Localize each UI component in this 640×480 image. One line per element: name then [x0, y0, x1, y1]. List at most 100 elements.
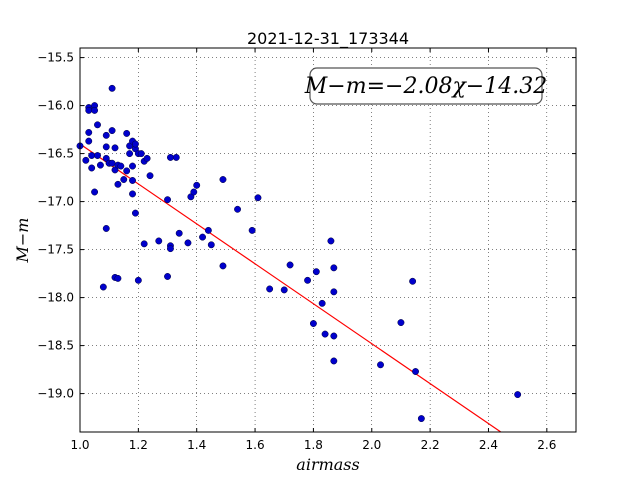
data-point — [85, 106, 93, 114]
data-point — [126, 150, 134, 158]
x-tick-label: 2.4 — [479, 438, 498, 452]
data-point — [91, 188, 99, 196]
data-point — [309, 320, 317, 327]
data-point — [330, 288, 338, 296]
x-tick-label: 2.6 — [537, 438, 556, 452]
x-tick-label: 1.8 — [304, 438, 323, 452]
x-tick-label: 1.6 — [246, 438, 265, 452]
data-point — [330, 264, 338, 272]
data-point — [304, 276, 312, 284]
data-point — [108, 159, 116, 167]
data-point — [85, 129, 93, 136]
data-point — [155, 237, 163, 245]
data-point — [88, 164, 96, 172]
data-point — [514, 391, 522, 399]
x-tick-label: 1.0 — [70, 438, 89, 452]
fit-line — [79, 143, 502, 433]
data-point — [91, 106, 99, 114]
data-point — [131, 209, 139, 217]
data-point — [102, 225, 110, 232]
x-axis-label: airmass — [296, 455, 359, 474]
data-point — [102, 131, 110, 139]
data-point — [146, 172, 154, 180]
data-point — [111, 144, 119, 152]
data-point — [266, 285, 274, 293]
data-point — [164, 196, 171, 204]
data-point — [397, 319, 405, 327]
data-point — [166, 153, 174, 161]
data-point — [123, 129, 131, 137]
y-tick-label: −18.5 — [37, 339, 74, 353]
plot-frame — [79, 47, 577, 433]
data-point — [96, 161, 104, 169]
data-point — [102, 143, 110, 151]
fit-annotation-box: M−m=−2.08χ−14.32 — [304, 67, 547, 105]
y-tick-label: −18.0 — [37, 291, 74, 305]
chart-title: 2021-12-31_173344 — [247, 29, 409, 49]
data-point — [129, 177, 136, 184]
data-point — [108, 127, 116, 135]
data-point — [117, 162, 125, 170]
data-point — [184, 239, 192, 247]
data-point — [94, 152, 101, 159]
data-point — [321, 330, 329, 338]
data-point — [219, 262, 227, 270]
data-point — [164, 273, 171, 280]
data-point — [318, 299, 326, 307]
y-tick-label: −16.0 — [37, 99, 74, 113]
data-point — [207, 241, 215, 249]
data-point — [129, 162, 136, 170]
y-tick-label: −17.5 — [37, 243, 74, 257]
data-point — [417, 415, 425, 423]
fit-equation: M−m=−2.08χ−14.32 — [304, 74, 547, 99]
data-point — [254, 194, 262, 202]
data-points — [76, 84, 522, 423]
x-tick-label: 2.0 — [362, 438, 381, 452]
y-tick-label: −15.5 — [37, 51, 74, 65]
y-tick-label: −17.0 — [37, 195, 74, 209]
data-point — [234, 205, 242, 213]
data-point — [286, 261, 294, 269]
data-point — [377, 361, 384, 369]
data-point — [140, 240, 148, 248]
grid-lines — [79, 48, 576, 432]
data-point — [172, 153, 180, 161]
annotation-frame — [309, 67, 543, 105]
data-point — [108, 84, 116, 92]
y-tick-label: −16.5 — [37, 147, 74, 161]
x-tick-label: 1.4 — [187, 438, 206, 452]
data-point — [175, 229, 183, 237]
data-point — [99, 283, 107, 291]
data-point — [131, 140, 139, 148]
data-point — [190, 188, 198, 196]
data-point — [94, 121, 101, 129]
data-point — [330, 332, 338, 340]
x-tick-label: 1.2 — [129, 438, 148, 452]
data-point — [134, 276, 142, 284]
data-point — [327, 237, 335, 245]
data-point — [219, 176, 227, 183]
data-point — [137, 150, 145, 158]
data-point — [143, 154, 151, 162]
data-point — [88, 152, 96, 159]
data-point — [129, 190, 136, 198]
data-point — [123, 167, 131, 175]
data-point — [248, 226, 256, 234]
data-point — [199, 233, 206, 241]
y-tick-label: −19.0 — [37, 387, 74, 401]
axis-ticks: 1.0 1.2 1.4 1.6 1.8 2.0 2.2 2.4 2.6 −15.5 −16.0 −16… — [37, 48, 576, 452]
data-point — [409, 277, 417, 285]
data-point — [412, 368, 419, 375]
data-point — [330, 357, 338, 365]
data-point — [114, 274, 122, 282]
data-point — [85, 137, 93, 145]
data-point — [82, 156, 90, 164]
x-tick-label: 2.2 — [421, 438, 440, 452]
data-point — [166, 245, 174, 253]
data-point — [114, 180, 122, 188]
data-point — [280, 286, 288, 294]
data-point — [120, 176, 128, 183]
y-axis-label: M−m — [13, 218, 32, 264]
data-point — [204, 226, 212, 234]
